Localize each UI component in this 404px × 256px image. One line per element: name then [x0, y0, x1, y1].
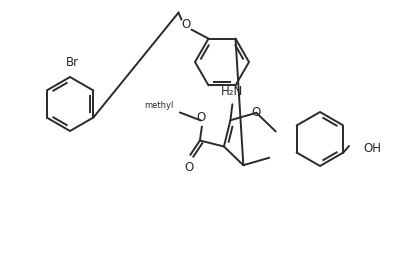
Text: Br: Br	[66, 56, 79, 69]
Text: H₂N: H₂N	[221, 85, 244, 98]
Text: O: O	[252, 106, 261, 119]
Text: O: O	[196, 112, 206, 124]
Text: O: O	[184, 162, 194, 175]
Text: O: O	[182, 18, 191, 31]
Text: methyl: methyl	[145, 101, 174, 111]
Text: OH: OH	[363, 143, 381, 155]
